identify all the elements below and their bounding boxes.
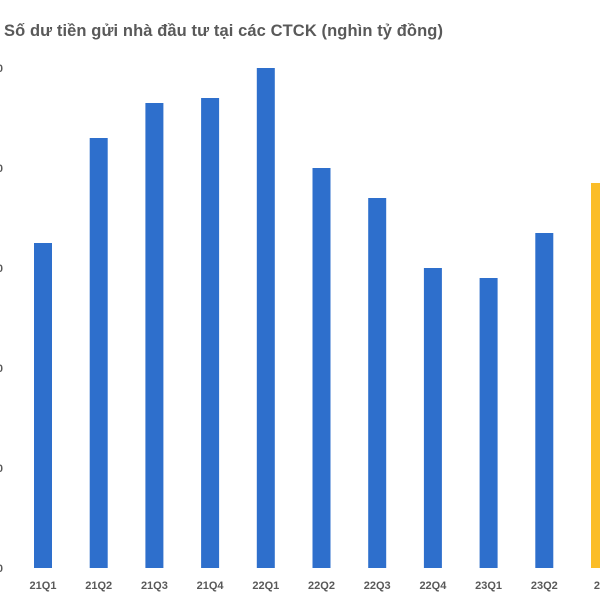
bar-22Q3	[368, 198, 387, 568]
bar-22Q2	[312, 168, 331, 568]
bar-21Q2	[89, 138, 108, 568]
x-axis-labels: 21Q1 21Q2 21Q3 21Q4 22Q1 22Q2 22Q3 22Q4 23Q1 23Q2…	[30, 580, 600, 592]
x-tick-label: 21Q4	[197, 580, 225, 592]
x-tick-label: 23Q1	[475, 580, 502, 592]
x-tick-label: 22Q3	[364, 580, 391, 592]
x-tick-label: 21Q3	[141, 580, 168, 592]
y-tick-label: 40	[0, 363, 3, 375]
bar-23Q1	[479, 278, 498, 568]
y-tick-label: 60	[0, 263, 3, 275]
bar-21Q4	[201, 98, 220, 568]
x-tick-label: 22Q4	[419, 580, 447, 592]
bars-group	[34, 68, 600, 568]
bar-21Q3	[145, 103, 164, 568]
y-tick-label: 0	[0, 563, 3, 575]
x-tick-label: 21Q1	[30, 580, 57, 592]
x-tick-label: 22Q2	[308, 580, 335, 592]
y-tick-label: 80	[0, 163, 3, 175]
x-tick-label: 23	[594, 580, 600, 592]
y-axis-ticks: 0 20 40 60 80 100	[0, 63, 3, 575]
y-tick-label: 20	[0, 463, 3, 475]
y-tick-label: 100	[0, 63, 3, 75]
bar-23	[591, 183, 600, 568]
x-tick-label: 23Q2	[531, 580, 558, 592]
bar-22Q1	[256, 68, 275, 568]
bar-23Q2	[535, 233, 554, 568]
bar-22Q4	[423, 268, 442, 568]
x-tick-label: 21Q2	[85, 580, 112, 592]
bar-21Q1	[34, 243, 52, 568]
x-tick-label: 22Q1	[252, 580, 279, 592]
chart-title: Số dư tiền gửi nhà đầu tư tại các CTCK (…	[4, 22, 444, 40]
